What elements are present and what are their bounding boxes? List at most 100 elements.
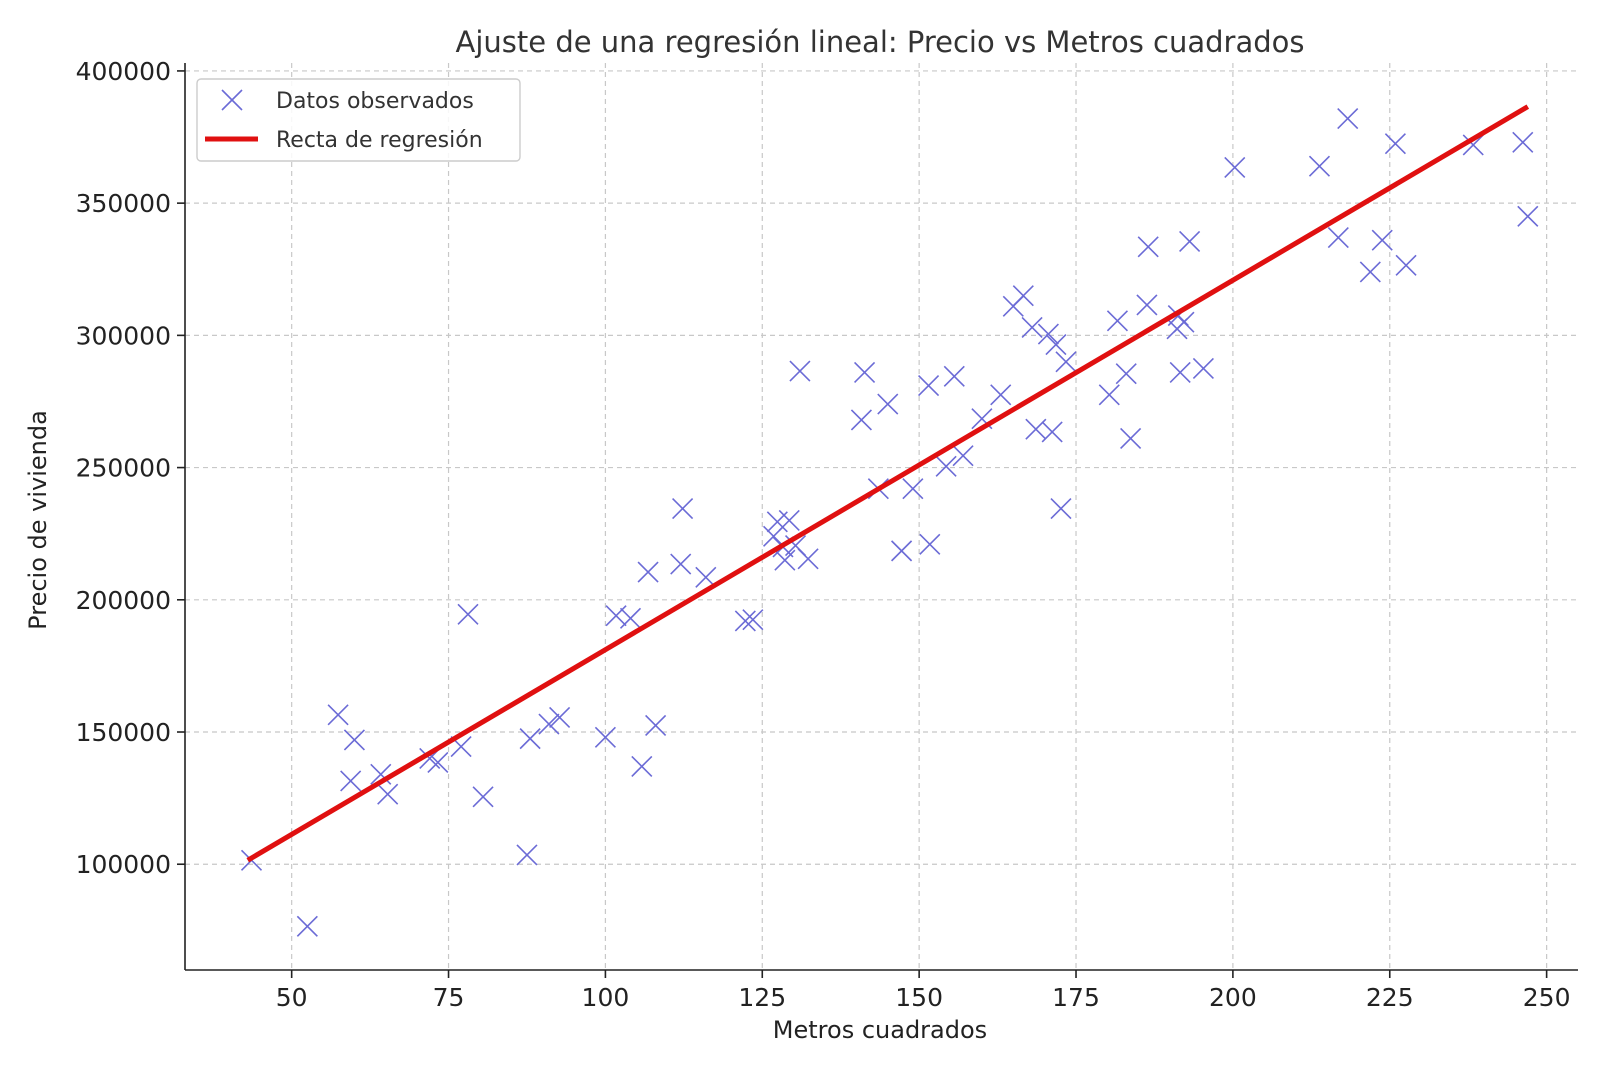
data-point: [952, 445, 974, 467]
data-point: [670, 553, 692, 575]
data-point: [1512, 131, 1534, 153]
data-point: [370, 763, 392, 785]
data-point-stroke: [797, 548, 819, 570]
data-point-stroke: [631, 755, 653, 777]
x-tick-label: 150: [895, 983, 943, 1012]
data-point-stroke: [1179, 230, 1201, 253]
data-point: [902, 478, 924, 500]
data-point-stroke: [343, 729, 365, 751]
data-point-stroke: [1308, 155, 1331, 177]
data-point-stroke: [1512, 131, 1534, 153]
data-point-stroke: [774, 549, 796, 571]
data-point-stroke: [472, 786, 494, 808]
data-point-stroke: [971, 408, 993, 430]
data-point: [516, 844, 538, 866]
data-point: [343, 729, 365, 751]
data-point: [1308, 155, 1331, 177]
data-point-stroke: [340, 770, 362, 792]
data-point-stroke: [1045, 334, 1067, 356]
data-point: [1192, 357, 1214, 379]
data-point: [877, 393, 899, 415]
data-point-stroke: [1021, 316, 1043, 338]
regression-line: [246, 104, 1530, 863]
legend-label-scatter: Datos observados: [276, 89, 474, 114]
data-point-stroke: [672, 498, 694, 520]
data-point-stroke: [853, 361, 876, 383]
data-point-stroke: [450, 735, 472, 758]
data-point: [774, 549, 796, 571]
data-point-stroke: [902, 478, 924, 500]
data-point-stroke: [1169, 361, 1191, 383]
data-point: [917, 375, 940, 397]
data-point-stroke: [917, 375, 940, 397]
data-point: [797, 548, 819, 570]
data-point: [1106, 310, 1128, 332]
data-point: [538, 713, 560, 735]
data-point-stroke: [1055, 351, 1077, 373]
data-point: [457, 603, 479, 625]
data-point: [377, 783, 399, 805]
data-point: [1115, 363, 1137, 385]
data-point-stroke: [943, 365, 965, 387]
data-point-stroke: [605, 605, 627, 627]
data-point-stroke: [1115, 363, 1137, 385]
data-point-stroke: [784, 535, 807, 557]
data-point-stroke: [1192, 357, 1214, 379]
data-point-stroke: [457, 603, 479, 625]
data-point-stroke: [695, 566, 717, 588]
data-point: [1179, 230, 1201, 253]
data-point: [778, 509, 800, 532]
data-point: [1137, 236, 1159, 258]
chart-title: Ajuste de una regresión lineal: Precio v…: [456, 25, 1305, 59]
x-axis-label: Metros cuadrados: [773, 1016, 987, 1044]
scatter-points: [240, 107, 1539, 937]
data-point: [296, 915, 318, 937]
data-point-stroke: [516, 844, 538, 866]
data-point-stroke: [538, 713, 560, 735]
data-point: [734, 610, 756, 632]
legend-label-line: Recta de regresión: [276, 128, 483, 153]
data-point: [645, 714, 667, 736]
data-point: [742, 609, 764, 631]
data-point: [1012, 285, 1034, 307]
data-point-stroke: [296, 915, 318, 937]
data-point: [891, 540, 913, 562]
data-point: [1120, 427, 1142, 450]
data-point: [935, 455, 957, 477]
data-point: [1462, 134, 1484, 156]
data-point-stroke: [891, 540, 913, 562]
data-point-stroke: [645, 714, 667, 736]
data-point-stroke: [1517, 205, 1539, 227]
data-point-stroke: [1462, 134, 1484, 156]
data-point: [605, 605, 627, 627]
data-point: [631, 755, 653, 777]
data-point: [1136, 294, 1158, 316]
data-point: [1395, 254, 1417, 276]
data-point: [1224, 156, 1246, 179]
x-tick-label: 225: [1366, 983, 1414, 1012]
grid: [185, 63, 1578, 970]
data-point-stroke: [1041, 421, 1063, 443]
x-tick-label: 175: [1052, 983, 1100, 1012]
data-point: [1327, 226, 1349, 249]
legend-x-stroke: [221, 89, 243, 111]
y-tick-label: 100000: [76, 850, 171, 879]
y-axis-label: Precio de vivienda: [24, 410, 52, 630]
data-point-stroke: [594, 726, 616, 748]
data-point: [1021, 316, 1043, 338]
data-point: [1037, 323, 1059, 345]
data-point-stroke: [1337, 107, 1359, 130]
data-point-stroke: [519, 728, 541, 750]
x-tick-label: 250: [1523, 983, 1571, 1012]
data-point-stroke: [1050, 498, 1072, 520]
data-point-stroke: [952, 445, 974, 467]
data-point: [853, 361, 876, 383]
x-tick-label: 75: [433, 983, 465, 1012]
data-point-stroke: [1224, 156, 1246, 179]
data-point: [1517, 205, 1539, 227]
axes: [177, 63, 1578, 978]
data-point-stroke: [1137, 236, 1159, 258]
data-point-stroke: [742, 609, 764, 631]
data-point: [672, 498, 694, 520]
data-point: [850, 409, 872, 431]
